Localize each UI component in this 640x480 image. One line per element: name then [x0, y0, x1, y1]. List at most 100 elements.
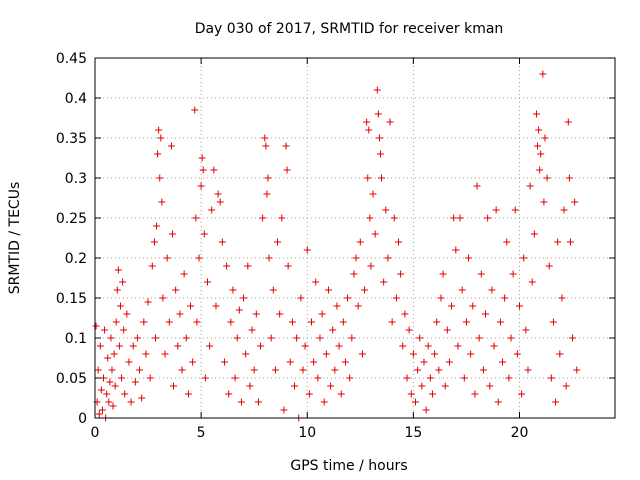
data-point [375, 134, 383, 142]
chart-title: Day 030 of 2017, SRMTID for receiver kma… [195, 21, 504, 37]
data-point [420, 358, 428, 366]
data-point [110, 350, 118, 358]
x-tick-label: 0 [91, 425, 100, 441]
data-point [254, 398, 262, 406]
data-point [113, 286, 121, 294]
data-point [346, 374, 354, 382]
data-point [299, 366, 307, 374]
data-point [307, 318, 315, 326]
data-point [496, 318, 504, 326]
data-point [104, 354, 112, 362]
data-point [348, 334, 356, 342]
data-point [441, 382, 449, 390]
data-point [352, 254, 360, 262]
data-point [172, 286, 180, 294]
data-point [384, 254, 392, 262]
data-point [322, 350, 330, 358]
data-point [197, 182, 205, 190]
data-point [261, 134, 269, 142]
data-point [109, 402, 117, 410]
data-point [361, 286, 369, 294]
data-point [486, 382, 494, 390]
data-point [316, 334, 324, 342]
data-point [365, 126, 373, 134]
data-point [403, 374, 411, 382]
data-point [437, 294, 445, 302]
data-point [344, 294, 352, 302]
data-point [218, 238, 226, 246]
y-tick-label: 0.2 [65, 251, 87, 267]
data-point [267, 334, 275, 342]
data-point [335, 342, 343, 350]
data-point [469, 302, 477, 310]
data-point [165, 318, 173, 326]
data-point [291, 382, 299, 390]
data-point [154, 150, 162, 158]
data-point [571, 198, 579, 206]
y-axis-label: SRMTID / TECUs [7, 182, 23, 295]
data-point [237, 398, 245, 406]
data-point [562, 382, 570, 390]
y-tick-label: 0 [78, 411, 87, 427]
data-point [558, 294, 566, 302]
data-point [520, 254, 528, 262]
data-point [250, 366, 258, 374]
data-point [530, 230, 538, 238]
data-point [545, 262, 553, 270]
data-point [182, 334, 190, 342]
data-point [535, 126, 543, 134]
data-point [282, 142, 290, 150]
data-point [286, 358, 294, 366]
data-point [120, 326, 128, 334]
data-point [549, 318, 557, 326]
data-point [458, 286, 466, 294]
data-point [454, 342, 462, 350]
data-point [131, 378, 139, 386]
data-point [424, 342, 432, 350]
data-point [382, 206, 390, 214]
data-point [242, 350, 250, 358]
data-point [133, 334, 141, 342]
data-point [235, 306, 243, 314]
data-point [540, 198, 548, 206]
grid-lines [95, 58, 615, 418]
data-point [278, 214, 286, 222]
data-point [123, 310, 131, 318]
data-point [184, 390, 192, 398]
x-tick-label: 5 [197, 425, 206, 441]
data-point [433, 318, 441, 326]
data-point [103, 390, 111, 398]
data-point [212, 302, 220, 310]
data-point [191, 106, 199, 114]
data-point [494, 398, 502, 406]
data-point [111, 382, 119, 390]
y-tick-label: 0.45 [56, 51, 87, 67]
data-point [229, 286, 237, 294]
data-point [503, 238, 511, 246]
data-point [573, 366, 581, 374]
data-point [144, 298, 152, 306]
data-point [518, 390, 526, 398]
data-point [92, 322, 100, 330]
data-point [354, 302, 362, 310]
data-point [341, 358, 349, 366]
data-point [358, 350, 366, 358]
data-points [92, 70, 581, 422]
data-point [373, 86, 381, 94]
data-point [399, 342, 407, 350]
data-point [324, 286, 332, 294]
data-point [428, 390, 436, 398]
data-point [569, 334, 577, 342]
data-point [192, 214, 200, 222]
data-point [416, 334, 424, 342]
data-point [552, 398, 560, 406]
data-point [320, 398, 328, 406]
data-point [216, 198, 224, 206]
data-point [153, 222, 161, 230]
data-point [121, 390, 129, 398]
data-point [203, 278, 211, 286]
data-point [189, 358, 197, 366]
data-point [95, 410, 103, 418]
data-point [151, 334, 159, 342]
